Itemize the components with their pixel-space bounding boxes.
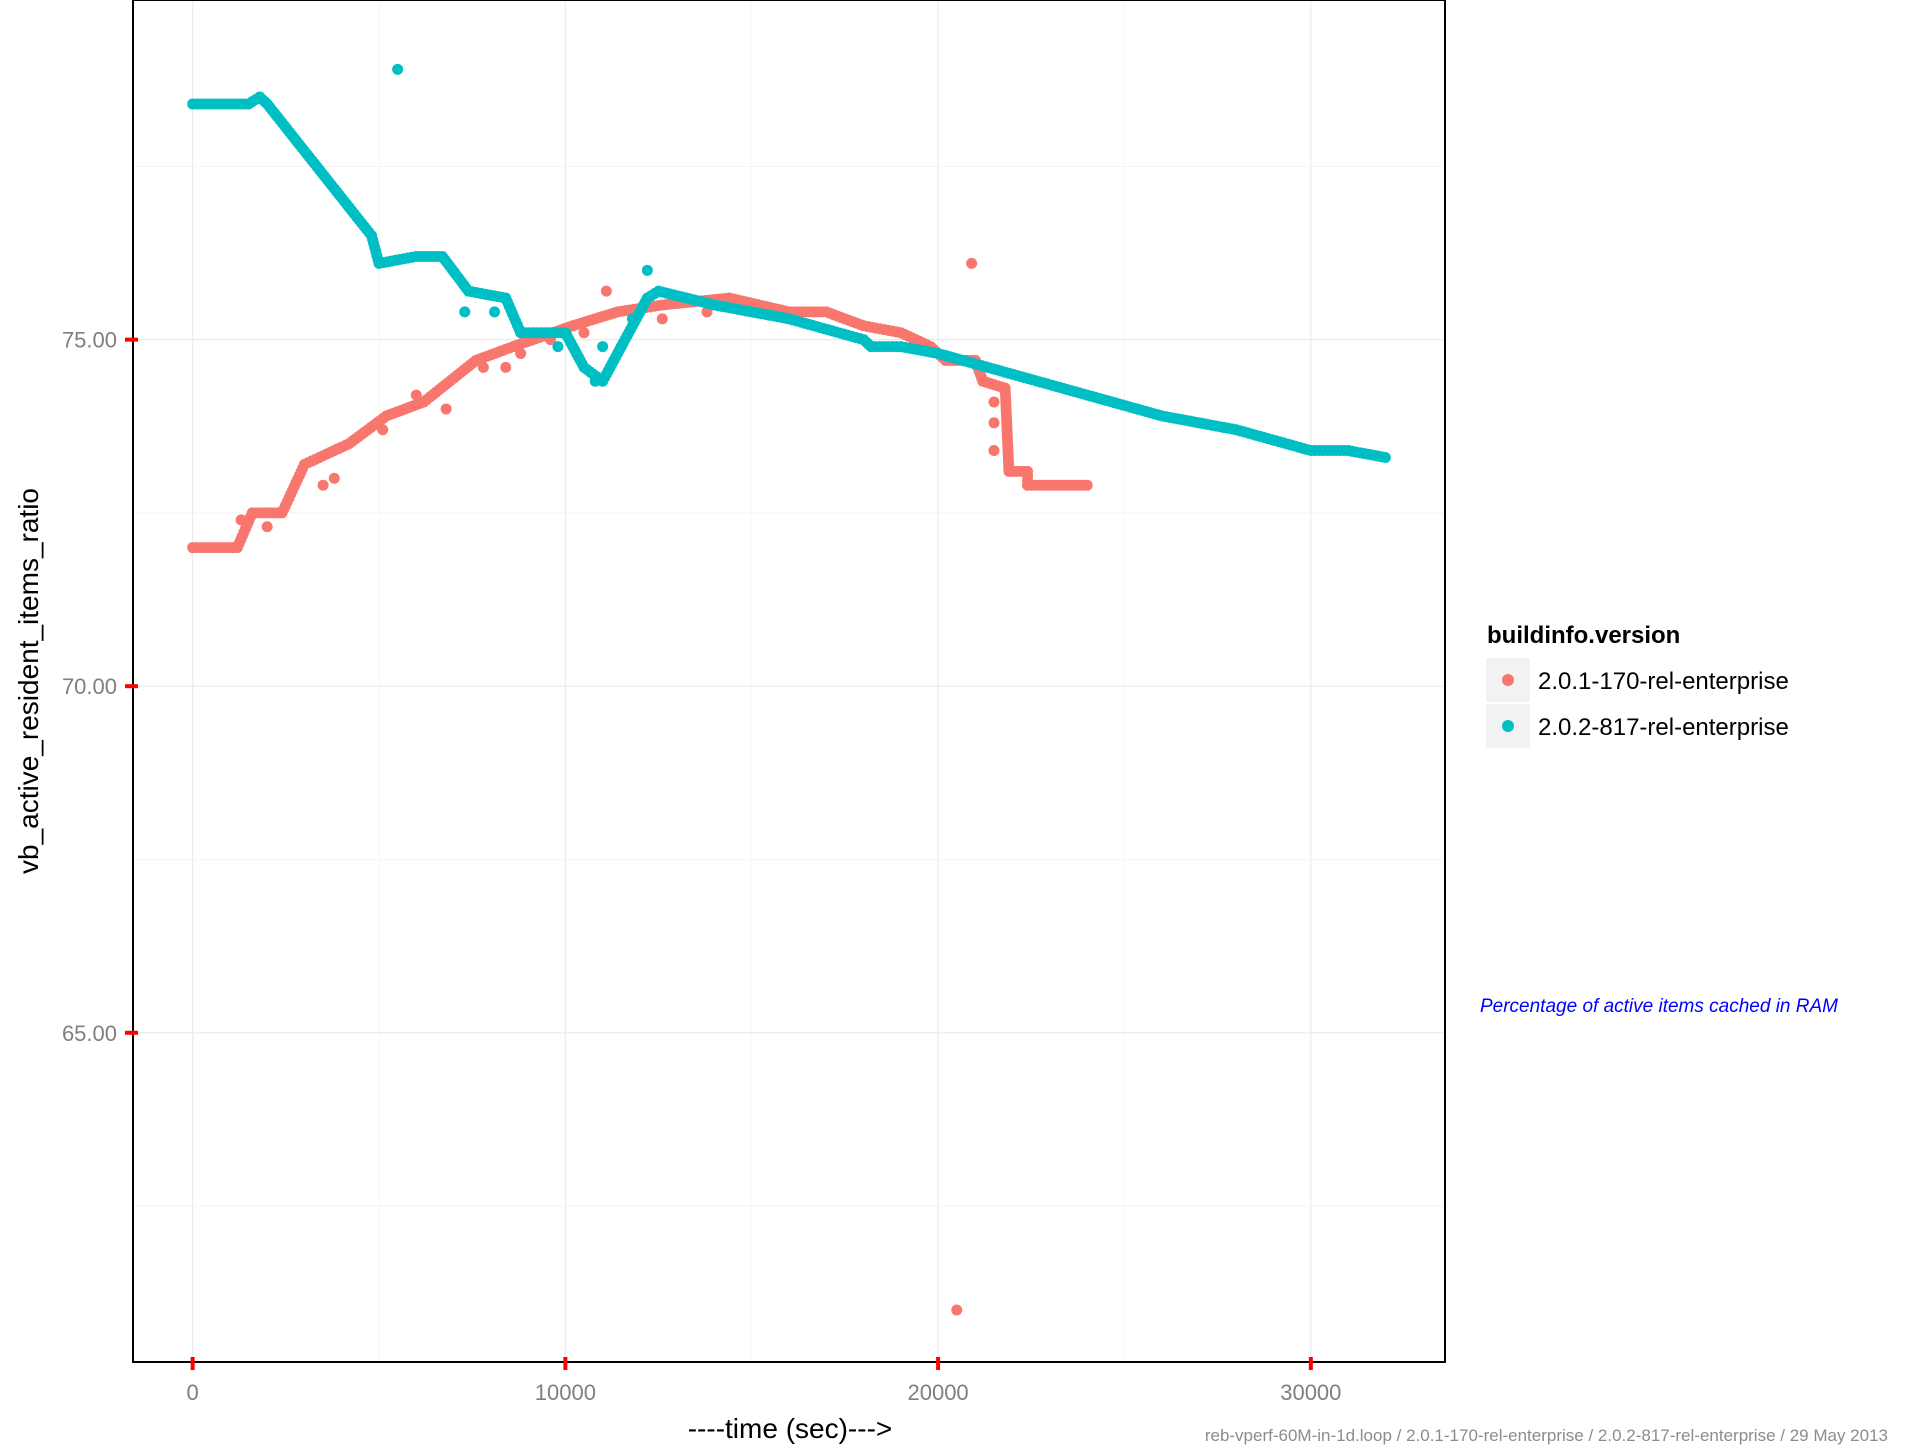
x-axis-title: ----time (sec)---> xyxy=(688,1413,893,1444)
data-point xyxy=(317,479,329,491)
x-tick-label: 30000 xyxy=(1280,1380,1341,1405)
data-point xyxy=(589,375,601,387)
data-point xyxy=(1379,451,1391,463)
data-point xyxy=(410,389,422,401)
data-point xyxy=(1081,479,1093,491)
annotation-text: Percentage of active items cached in RAM xyxy=(1480,996,1838,1017)
data-point xyxy=(626,313,638,325)
data-point xyxy=(634,306,646,318)
data-point xyxy=(261,521,273,533)
data-point xyxy=(552,341,564,353)
legend-key-dot-series-1 xyxy=(1502,674,1514,686)
series-1 xyxy=(187,257,1093,1316)
data-point xyxy=(235,514,247,526)
legend-label-series-1: 2.0.1-170-rel-enterprise xyxy=(1538,668,1789,695)
data-point xyxy=(459,306,471,318)
data-points-layer xyxy=(187,63,1391,1316)
data-point xyxy=(477,361,489,373)
x-tick-label: 0 xyxy=(187,1380,199,1405)
data-point xyxy=(500,361,512,373)
data-point xyxy=(988,417,1000,429)
data-point xyxy=(988,445,1000,457)
y-axis-title: vb_active_resident_items_ratio xyxy=(13,488,44,874)
data-point xyxy=(597,341,609,353)
y-tick-label: 65.00 xyxy=(62,1021,117,1046)
caption-text: reb-vperf-60M-in-1d.loop / 2.0.1-170-rel… xyxy=(1205,1426,1888,1445)
data-point xyxy=(600,285,612,297)
data-point xyxy=(988,396,1000,408)
data-point xyxy=(489,306,501,318)
axis-ticks: 0 10000 20000 30000 65.00 70.00 75.00 xyxy=(62,328,1341,1405)
legend-label-series-2: 2.0.2-817-rel-enterprise xyxy=(1538,714,1789,741)
legend-title: buildinfo.version xyxy=(1487,622,1680,649)
data-point xyxy=(641,264,653,276)
data-point xyxy=(656,313,668,325)
data-point xyxy=(392,63,404,75)
legend: buildinfo.version 2.0.1-170-rel-enterpri… xyxy=(1486,622,1789,748)
data-point xyxy=(440,403,452,415)
data-point xyxy=(604,361,616,373)
data-point xyxy=(966,257,978,269)
data-point xyxy=(578,327,590,339)
legend-key-dot-series-2 xyxy=(1502,720,1514,732)
data-point xyxy=(377,424,389,436)
plot-panel-border xyxy=(132,0,1446,1363)
y-tick-label: 70.00 xyxy=(62,674,117,699)
data-point xyxy=(515,347,527,359)
y-tick-label: 75.00 xyxy=(62,328,117,353)
x-tick-label: 20000 xyxy=(907,1380,968,1405)
data-point xyxy=(328,472,340,484)
grid-lines xyxy=(133,0,1445,1362)
data-point xyxy=(951,1304,963,1316)
x-tick-label: 10000 xyxy=(535,1380,596,1405)
series-2 xyxy=(187,63,1391,463)
